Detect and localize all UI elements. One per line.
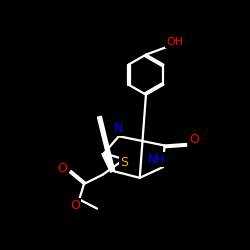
Text: O: O [189, 133, 199, 146]
Text: OH: OH [166, 37, 183, 47]
Text: S: S [120, 156, 128, 169]
Text: NH: NH [148, 153, 166, 166]
Text: O: O [57, 162, 67, 175]
Text: N: N [114, 122, 124, 135]
Text: N: N [114, 122, 124, 135]
Text: O: O [70, 199, 80, 212]
